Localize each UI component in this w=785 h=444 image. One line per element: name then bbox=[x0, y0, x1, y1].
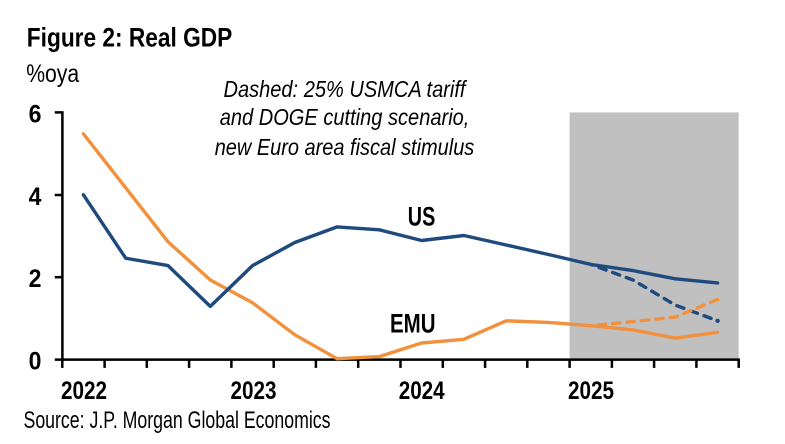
svg-text:%oya: %oya bbox=[26, 60, 79, 88]
svg-text:EMU: EMU bbox=[390, 308, 436, 338]
svg-text:and DOGE cutting scenario,: and DOGE cutting scenario, bbox=[220, 104, 470, 130]
svg-text:new Euro area fiscal stimulus: new Euro area fiscal stimulus bbox=[215, 134, 475, 160]
svg-text:6: 6 bbox=[29, 100, 42, 128]
svg-text:2022: 2022 bbox=[61, 377, 107, 405]
svg-text:2025: 2025 bbox=[568, 377, 614, 405]
svg-text:4: 4 bbox=[29, 183, 42, 211]
svg-text:0: 0 bbox=[29, 347, 42, 375]
svg-text:US: US bbox=[408, 201, 436, 231]
svg-text:Figure 2: Real GDP: Figure 2: Real GDP bbox=[27, 23, 233, 53]
svg-text:2023: 2023 bbox=[231, 377, 277, 405]
svg-text:2024: 2024 bbox=[399, 377, 445, 405]
svg-text:2: 2 bbox=[29, 265, 42, 293]
svg-text:Source: J.P. Morgan Global Eco: Source: J.P. Morgan Global Economics bbox=[24, 407, 331, 434]
svg-text:Dashed: 25% USMCA tariff: Dashed: 25% USMCA tariff bbox=[224, 76, 468, 102]
